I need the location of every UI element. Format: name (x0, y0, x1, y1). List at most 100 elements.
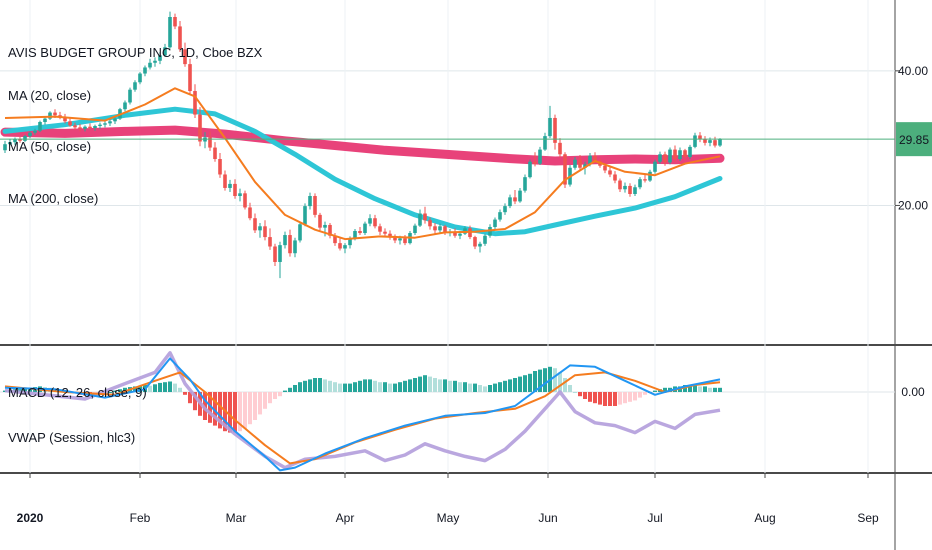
candle-body (518, 190, 522, 202)
candle (613, 171, 617, 184)
candle (328, 222, 332, 239)
candle-body (433, 226, 437, 231)
candle-body (663, 154, 667, 163)
time-tick-label: Aug (754, 511, 775, 525)
candle-body (293, 240, 297, 254)
candle-body (268, 237, 272, 247)
macd-histogram-bar (493, 383, 497, 392)
macd-histogram-bar (453, 380, 457, 392)
candle (643, 174, 647, 183)
candle (673, 145, 677, 162)
candle-body (243, 193, 247, 208)
candle (438, 223, 442, 234)
candle-body (138, 73, 142, 83)
candle-body (423, 213, 427, 221)
macd-histogram-bar (558, 372, 562, 392)
candle-body (633, 187, 637, 194)
macd-histogram-bar (333, 382, 337, 392)
candle (548, 105, 552, 139)
candle (638, 177, 642, 190)
candle (693, 132, 697, 149)
macd-histogram-bar (183, 392, 187, 395)
candle-body (648, 171, 652, 181)
macd-histogram-bar (388, 383, 392, 392)
candle-body (38, 121, 42, 131)
macd-histogram-bar (208, 392, 212, 423)
macd-histogram-bar (653, 390, 657, 392)
time-tick-label: 2020 (17, 511, 44, 525)
candle-body (43, 118, 47, 122)
macd-histogram-bar (553, 368, 557, 392)
macd-histogram-bar (498, 382, 502, 392)
candle (73, 122, 77, 131)
macd-histogram-bar (448, 380, 452, 392)
macd-histogram-bar (703, 386, 707, 392)
macd-histogram-bar (503, 380, 507, 392)
candle (578, 154, 582, 171)
price-axis[interactable]: 40.00 20.00 (895, 64, 928, 213)
candle-body (328, 224, 332, 236)
candle-body (618, 180, 622, 190)
candle (153, 57, 157, 67)
candle (653, 159, 657, 174)
macd-histogram-bar (133, 386, 137, 392)
candle-body (263, 226, 267, 238)
macd-histogram-bar (688, 385, 692, 392)
candle (138, 72, 142, 85)
candle-body (588, 155, 592, 165)
time-axis[interactable]: 2020 Feb Mar Apr May Jun Jul Aug Sep (17, 473, 879, 525)
candle (513, 189, 517, 205)
candle (433, 222, 437, 234)
candle (508, 194, 512, 209)
candle (498, 209, 502, 222)
ma200-path (0, 125, 725, 166)
macd-histogram-bar (393, 383, 397, 392)
candle (68, 117, 72, 127)
candle-body (533, 161, 537, 164)
candle-body (83, 126, 87, 129)
candle (663, 151, 667, 166)
candle (313, 193, 317, 218)
candle (413, 223, 417, 236)
macd-histogram-bar (108, 392, 112, 393)
candle (3, 140, 7, 153)
candle (248, 202, 252, 221)
macd-line (4, 357, 721, 472)
vwap-line (4, 351, 721, 470)
candle-body (333, 235, 337, 244)
candle (713, 136, 717, 148)
candle (48, 111, 52, 120)
macd-histogram-bar (343, 383, 347, 392)
candle-body (53, 112, 57, 116)
macd-histogram-bar (178, 387, 182, 392)
candle (503, 203, 507, 215)
macd-histogram-bar (513, 378, 517, 392)
vwap-legend: VWAP (Session, hlc3) (8, 430, 135, 445)
macd-histogram-bar (408, 379, 412, 392)
candle (93, 124, 97, 131)
candle-body (208, 137, 212, 148)
candle-body (308, 196, 312, 207)
candle (183, 42, 187, 67)
candle-body (458, 233, 462, 236)
macd-histogram-bar (308, 379, 312, 392)
candle-body (353, 231, 357, 239)
candle (493, 217, 497, 229)
candle (98, 122, 102, 129)
ma20-path (4, 87, 721, 241)
candle (678, 147, 682, 162)
macd-histogram-bar (253, 392, 257, 420)
macd-histogram-bar (638, 392, 642, 398)
candle-body (593, 155, 597, 162)
macd-histogram-bar (123, 387, 127, 392)
macd-histogram-bar (588, 392, 592, 402)
candle (373, 214, 377, 229)
time-tick-label: Jun (538, 511, 557, 525)
candle-body (278, 245, 282, 262)
candle-body (603, 165, 607, 171)
macd-histogram-bar (468, 383, 472, 392)
candle-body (523, 177, 527, 191)
candle (703, 136, 707, 146)
candle-body (503, 206, 507, 213)
